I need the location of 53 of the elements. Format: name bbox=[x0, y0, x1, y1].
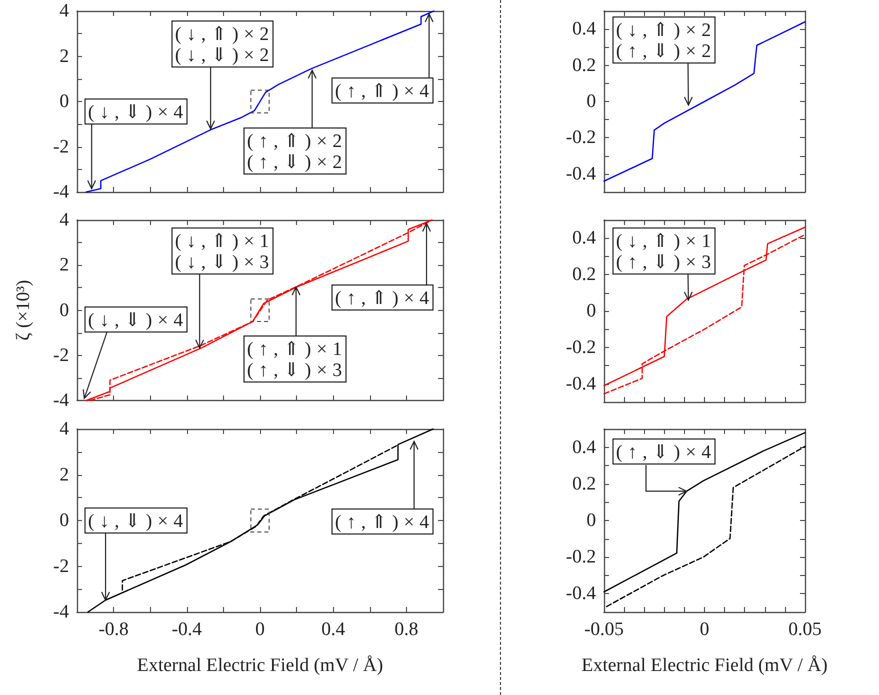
x-tick-label: 0.05 bbox=[788, 619, 822, 640]
y-tick-label: 2 bbox=[60, 46, 69, 67]
annotation: (↑,⇑)×4 bbox=[335, 81, 430, 102]
y-tick-label: -0.4 bbox=[566, 583, 596, 604]
y-tick-label: 2 bbox=[60, 464, 69, 486]
x-tick-label: 0.8 bbox=[394, 619, 418, 640]
y-axis-title: ζ (×10³) bbox=[13, 280, 34, 341]
y-tick-label: 2 bbox=[60, 254, 69, 276]
x-axis-title: External Electric Field (mV / Å) bbox=[581, 655, 828, 676]
y-tick-label: 0.2 bbox=[572, 264, 596, 286]
y-tick-label: -2 bbox=[53, 136, 69, 158]
y-tick-label: -4 bbox=[53, 390, 70, 411]
x-tick-label: -0.8 bbox=[98, 619, 129, 640]
y-tick-label: 0.2 bbox=[572, 473, 596, 494]
y-tick-label: 0 bbox=[60, 300, 69, 321]
y-tick-label: -0.2 bbox=[566, 127, 596, 148]
annotation: (↑,⇓)×4 bbox=[616, 442, 712, 463]
y-tick-label: 0.4 bbox=[572, 228, 596, 249]
y-tick-label: 0.4 bbox=[572, 436, 596, 458]
x-tick-label: -0.4 bbox=[172, 619, 202, 640]
y-tick-label: -0.4 bbox=[566, 163, 596, 184]
y-tick-label: 4 bbox=[60, 418, 70, 440]
y-tick-label: -0.2 bbox=[566, 336, 596, 358]
line-series bbox=[606, 446, 806, 608]
x-tick-label: 0 bbox=[255, 619, 265, 640]
annotation: (↑,⇑)×4 bbox=[335, 288, 430, 309]
line-series bbox=[603, 21, 806, 182]
y-tick-label: 4 bbox=[60, 210, 70, 230]
y-tick-label: 0 bbox=[586, 510, 596, 531]
y-tick-label: 0.2 bbox=[572, 54, 596, 76]
line-series bbox=[87, 428, 434, 613]
annotation: (↓,⇓)×4 bbox=[88, 310, 184, 331]
y-tick-label: 0.4 bbox=[572, 18, 596, 40]
line-series bbox=[603, 432, 806, 593]
line-series bbox=[86, 10, 434, 193]
x-tick-label: -0.05 bbox=[584, 619, 624, 640]
y-tick-label: 0 bbox=[60, 510, 69, 531]
y-tick-label: 0 bbox=[586, 300, 596, 322]
y-tick-label: -0.2 bbox=[566, 546, 596, 568]
y-tick-label: -0.4 bbox=[566, 373, 596, 394]
y-tick-label: 0 bbox=[586, 91, 596, 112]
annotation: (↓,⇓)×4 bbox=[88, 511, 184, 532]
y-tick-label: -2 bbox=[53, 344, 69, 366]
x-axis-title: External Electric Field (mV / Å) bbox=[136, 655, 384, 676]
x-tick-label: 0 bbox=[700, 619, 710, 640]
y-tick-label: -2 bbox=[53, 556, 69, 577]
y-tick-label: -4 bbox=[53, 182, 70, 202]
x-tick-label: 0.4 bbox=[321, 619, 346, 640]
y-tick-label: 4 bbox=[60, 0, 70, 22]
y-tick-label: -4 bbox=[53, 602, 70, 622]
annotation: (↓,⇓)×4 bbox=[88, 102, 184, 123]
annotation: (↑,⇑)×4 bbox=[335, 512, 430, 533]
y-tick-label: 0 bbox=[60, 91, 69, 112]
